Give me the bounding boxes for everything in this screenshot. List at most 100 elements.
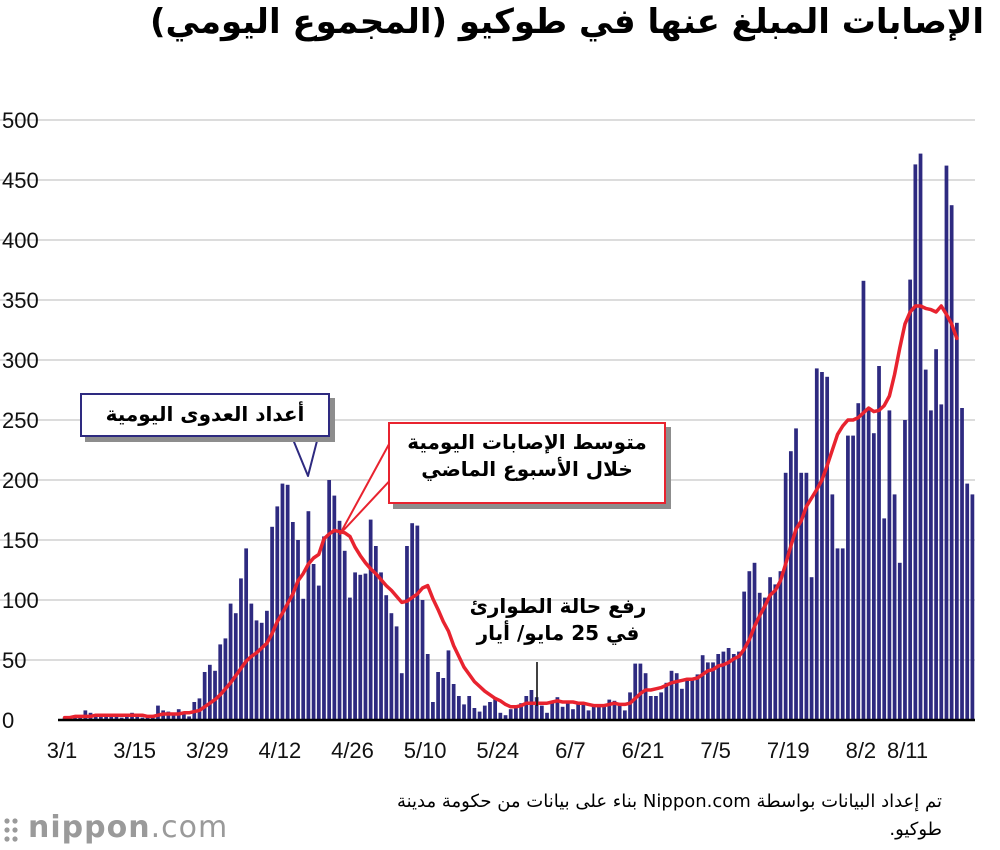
bar [597, 704, 601, 720]
bar [239, 578, 243, 720]
x-tick-label: 8/11 [887, 738, 928, 763]
x-tick-label: 5/24 [476, 738, 519, 763]
emergency-note-line2: في 25 مايو/ أيار [476, 621, 640, 645]
bar [830, 494, 835, 720]
x-tick-label: 5/10 [404, 738, 447, 763]
bar [768, 577, 772, 720]
bar [306, 511, 311, 720]
bar [773, 584, 778, 720]
bar [342, 550, 347, 720]
bar [877, 366, 881, 720]
bar [866, 408, 871, 720]
bar [669, 670, 674, 720]
bar [550, 703, 555, 720]
bar [856, 403, 861, 720]
bar [493, 698, 498, 720]
bar [778, 571, 783, 720]
bar [908, 279, 913, 720]
y-tick-label: 100 [2, 588, 39, 613]
bar [441, 678, 446, 720]
bar [296, 540, 300, 720]
bar [840, 548, 845, 720]
bar [233, 613, 238, 720]
bar [301, 598, 306, 720]
y-tick-label: 150 [2, 528, 39, 553]
bar [156, 705, 160, 720]
bar-series-callout: أعداد العدوى اليومية [80, 393, 330, 437]
bar [311, 564, 316, 720]
bar [680, 688, 684, 720]
bar [825, 376, 830, 720]
bar [166, 711, 171, 720]
bar-series [62, 153, 975, 721]
y-tick-label: 0 [2, 708, 14, 733]
bar [794, 428, 798, 720]
bar [913, 164, 918, 720]
bar [747, 571, 752, 720]
bar [602, 706, 606, 720]
bar [534, 697, 539, 720]
bar [254, 620, 259, 720]
bar [99, 716, 103, 720]
bar [280, 483, 285, 720]
y-tick-label: 350 [2, 288, 39, 313]
bar [731, 654, 736, 720]
bar [270, 526, 274, 720]
y-tick-label: 450 [2, 168, 39, 193]
bar [804, 472, 809, 720]
bar [695, 674, 700, 720]
bar [150, 716, 155, 720]
bar [846, 435, 850, 720]
bar [202, 672, 207, 720]
bar [545, 712, 549, 720]
bar-callout-pointer [291, 436, 319, 477]
bar [508, 709, 513, 720]
bar [436, 672, 440, 720]
bar [783, 472, 788, 720]
bar [628, 692, 632, 720]
bar [814, 368, 819, 720]
bar [939, 404, 944, 720]
bar [135, 716, 140, 720]
bar [218, 644, 223, 720]
logo-domain: .com [150, 810, 229, 845]
bar [290, 522, 295, 720]
bar [420, 600, 425, 720]
bar [467, 696, 472, 720]
source-note: تم إعداد البيانات بواسطة Nippon.com بناء… [396, 791, 942, 840]
x-tick-label: 4/26 [331, 738, 374, 763]
bar [223, 638, 228, 720]
bar [482, 705, 487, 720]
bar [923, 369, 928, 720]
bar [918, 153, 923, 721]
x-tick-label: 3/29 [186, 738, 229, 763]
bar [617, 704, 622, 720]
emergency-lift-note: رفع حالة الطوارئ في 25 مايو/ أيار [448, 593, 668, 647]
bar [861, 280, 866, 720]
bar [726, 648, 731, 720]
bar [622, 710, 627, 720]
bar [109, 716, 114, 720]
bar [384, 595, 389, 720]
y-tick-label: 50 [2, 648, 26, 673]
bar [379, 572, 383, 720]
bar [93, 715, 98, 720]
bar [757, 592, 762, 720]
bar [820, 372, 824, 720]
x-tick-label: 3/15 [113, 738, 156, 763]
logo-brand: nippon [28, 810, 151, 845]
bar [716, 654, 721, 720]
bar [560, 706, 565, 720]
bar [498, 712, 503, 720]
x-tick-label: 8/2 [846, 738, 877, 763]
bar [524, 696, 529, 720]
bar [742, 591, 747, 720]
bar [929, 410, 933, 720]
bar [249, 603, 254, 720]
bar [954, 322, 959, 720]
emergency-note-line1: رفع حالة الطوارئ [469, 594, 647, 618]
bar [555, 697, 560, 720]
bar [322, 536, 326, 720]
bar [700, 655, 705, 720]
bar [503, 715, 508, 720]
